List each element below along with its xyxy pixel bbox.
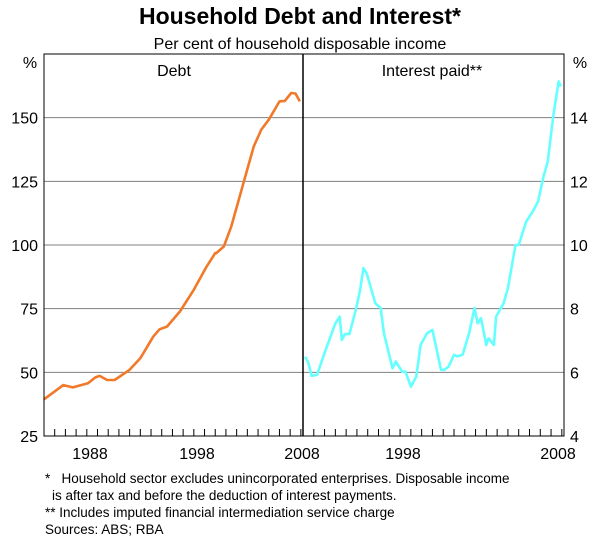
x-tick-label: 2008 <box>284 446 320 463</box>
x-tick-label: 2008 <box>540 446 576 463</box>
x-tick-label: 1998 <box>385 446 421 463</box>
left-y-tick-label: 75 <box>20 302 38 319</box>
right-y-tick-label: 12 <box>570 174 588 191</box>
debt-line <box>43 91 301 401</box>
right-y-tick-label: 8 <box>570 302 579 319</box>
left-y-tick-label: 25 <box>20 429 38 446</box>
left-y-tick-label: 125 <box>11 174 38 191</box>
interest-paid-line <box>304 80 562 389</box>
right-y-tick-label: 14 <box>570 111 588 128</box>
footnote-1: * Household sector excludes unincorporat… <box>45 471 510 486</box>
left-y-tick-label: 50 <box>20 365 38 382</box>
chart-subtitle: Per cent of household disposable income <box>154 36 447 53</box>
plot-frame <box>43 53 565 437</box>
right-y-unit: % <box>573 55 587 72</box>
right-y-tick-label: 6 <box>570 365 579 382</box>
panel-label-interest: Interest paid** <box>382 63 483 80</box>
left-y-tick-label: 150 <box>11 111 38 128</box>
footnote-2: ** Includes imputed financial intermedia… <box>45 505 395 520</box>
left-y-unit: % <box>23 55 37 72</box>
panel-label-debt: Debt <box>157 63 191 80</box>
chart-title: Household Debt and Interest* <box>139 3 461 29</box>
x-tick-label: 1998 <box>179 446 215 463</box>
x-tick-label: 1988 <box>72 446 108 463</box>
right-y-tick-label: 4 <box>570 429 579 446</box>
sources: Sources: ABS; RBA <box>45 522 164 537</box>
left-y-tick-label: 100 <box>11 238 38 255</box>
footnote-1-cont: is after tax and before the deduction of… <box>52 488 396 503</box>
right-y-tick-label: 10 <box>570 238 588 255</box>
